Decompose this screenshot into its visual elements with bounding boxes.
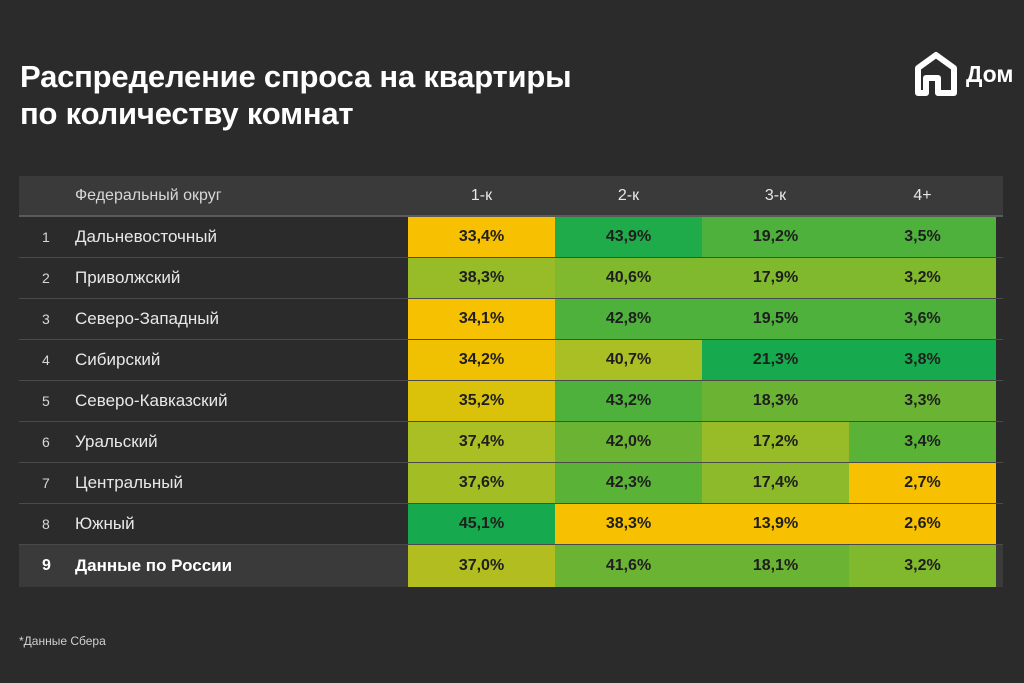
value-cell-2k: 38,3% xyxy=(555,504,702,544)
value-cell-4plus: 3,3% xyxy=(849,381,996,421)
district-name: Уральский xyxy=(75,432,158,451)
table-row: 7 Центральный 37,6% 42,3% 17,4% 2,7% xyxy=(19,463,1003,504)
district-name: Сибирский xyxy=(75,350,161,369)
table-row: 3 Северо-Западный 34,1% 42,8% 19,5% 3,6% xyxy=(19,299,1003,340)
value-cell-4plus: 3,4% xyxy=(849,422,996,462)
value-cell-3k: 18,1% xyxy=(702,545,849,587)
dom-house-icon xyxy=(915,52,957,96)
row-number: 9 xyxy=(42,557,51,574)
title-line-1: Распределение спроса на квартиры xyxy=(20,59,572,94)
demand-table: Федеральный округ 1-к 2-к 3-к 4+ 1 Дальне… xyxy=(19,176,1003,587)
table-header: Федеральный округ 1-к 2-к 3-к 4+ xyxy=(19,176,1003,217)
value-cell-4plus: 2,6% xyxy=(849,504,996,544)
row-number: 4 xyxy=(42,352,50,368)
logo-text: Дом xyxy=(966,60,1014,87)
value-cell-3k: 17,2% xyxy=(702,422,849,462)
value-cell-4plus: 3,2% xyxy=(849,545,996,587)
table-row: 4 Сибирский 34,2% 40,7% 21,3% 3,8% xyxy=(19,340,1003,381)
value-cell-1k: 45,1% xyxy=(408,504,555,544)
header-num xyxy=(19,176,75,215)
header-4plus: 4+ xyxy=(913,186,932,204)
value-cell-2k: 42,3% xyxy=(555,463,702,503)
table-row: 1 Дальневосточный 33,4% 43,9% 19,2% 3,5% xyxy=(19,217,1003,258)
brand-logo: Дом xyxy=(914,51,1013,97)
value-cell-2k: 42,0% xyxy=(555,422,702,462)
row-number: 6 xyxy=(42,434,50,450)
district-name: Центральный xyxy=(75,473,183,492)
value-cell-2k: 41,6% xyxy=(555,545,702,587)
header-1k: 1-к xyxy=(470,186,493,204)
table-row-total: 9 Данные по России 37,0% 41,6% 18,1% 3,2% xyxy=(19,545,1003,587)
value-cell-1k: 38,3% xyxy=(408,258,555,298)
header-2k: 2-к xyxy=(617,186,640,204)
value-cell-3k: 18,3% xyxy=(702,381,849,421)
value-cell-1k: 37,6% xyxy=(408,463,555,503)
value-cell-2k: 40,6% xyxy=(555,258,702,298)
footnote: *Данные Сбера xyxy=(19,634,106,648)
value-cell-4plus: 3,2% xyxy=(849,258,996,298)
district-name: Приволжский xyxy=(75,268,181,287)
value-cell-2k: 43,9% xyxy=(555,217,702,257)
value-cell-1k: 37,0% xyxy=(408,545,555,587)
district-name: Дальневосточный xyxy=(75,227,218,246)
table-row: 5 Северо-Кавказский 35,2% 43,2% 18,3% 3,3% xyxy=(19,381,1003,422)
district-name: Северо-Кавказский xyxy=(75,391,228,410)
value-cell-1k: 34,1% xyxy=(408,299,555,339)
value-cell-2k: 40,7% xyxy=(555,340,702,380)
value-cell-3k: 21,3% xyxy=(702,340,849,380)
title-line-2: по количеству комнат xyxy=(20,96,354,131)
header-district: Федеральный округ xyxy=(75,186,222,204)
value-cell-3k: 19,2% xyxy=(702,217,849,257)
table-row: 8 Южный 45,1% 38,3% 13,9% 2,6% xyxy=(19,504,1003,545)
value-cell-3k: 17,4% xyxy=(702,463,849,503)
value-cell-1k: 33,4% xyxy=(408,217,555,257)
page-title: Распределение спроса на квартиры по коли… xyxy=(20,58,572,132)
row-number: 7 xyxy=(42,475,50,491)
district-name: Северо-Западный xyxy=(75,309,220,328)
value-cell-2k: 43,2% xyxy=(555,381,702,421)
value-cell-1k: 35,2% xyxy=(408,381,555,421)
value-cell-2k: 42,8% xyxy=(555,299,702,339)
value-cell-3k: 17,9% xyxy=(702,258,849,298)
row-number: 3 xyxy=(42,311,50,327)
value-cell-4plus: 3,6% xyxy=(849,299,996,339)
value-cell-1k: 34,2% xyxy=(408,340,555,380)
table-body: 1 Дальневосточный 33,4% 43,9% 19,2% 3,5% 2 Прив… xyxy=(19,217,1003,587)
value-cell-4plus: 3,5% xyxy=(849,217,996,257)
row-number: 1 xyxy=(42,229,50,245)
value-cell-1k: 37,4% xyxy=(408,422,555,462)
row-number: 5 xyxy=(42,393,50,409)
table-row: 6 Уральский 37,4% 42,0% 17,2% 3,4% xyxy=(19,422,1003,463)
value-cell-4plus: 3,8% xyxy=(849,340,996,380)
row-number: 8 xyxy=(42,516,50,532)
table-row: 2 Приволжский 38,3% 40,6% 17,9% 3,2% xyxy=(19,258,1003,299)
district-name: Данные по России xyxy=(75,556,233,575)
value-cell-3k: 13,9% xyxy=(702,504,849,544)
row-number: 2 xyxy=(42,270,50,286)
district-name: Южный xyxy=(75,514,135,533)
value-cell-3k: 19,5% xyxy=(702,299,849,339)
header-3k: 3-к xyxy=(764,186,787,204)
value-cell-4plus: 2,7% xyxy=(849,463,996,503)
